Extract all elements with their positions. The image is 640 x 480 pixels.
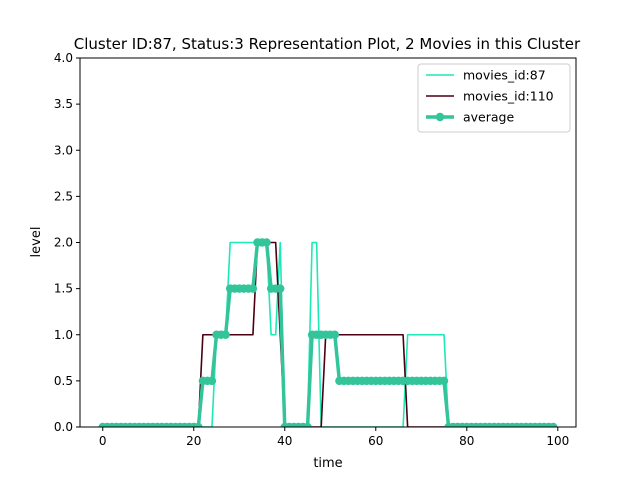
average-marker bbox=[549, 422, 558, 427]
average-marker bbox=[439, 376, 449, 386]
x-tick-label: 100 bbox=[546, 434, 569, 448]
average-marker bbox=[276, 284, 285, 293]
average-marker bbox=[303, 422, 312, 427]
y-tick-label: 1.0 bbox=[54, 328, 73, 342]
y-tick-label: 4.0 bbox=[54, 51, 73, 65]
average-marker bbox=[248, 284, 258, 293]
average-marker bbox=[330, 330, 340, 339]
y-tick-label: 0.5 bbox=[54, 374, 73, 388]
legend-label: movies_id:87 bbox=[463, 68, 546, 83]
plot-area bbox=[98, 238, 558, 427]
average-marker bbox=[221, 330, 230, 339]
y-axis-label: level bbox=[29, 227, 44, 258]
legend-label: movies_id:110 bbox=[463, 89, 554, 104]
legend-box bbox=[417, 63, 571, 133]
average-marker bbox=[262, 238, 271, 247]
x-axis: 0 20 40 60 80 100 bbox=[99, 427, 569, 448]
y-axis: 0.0 0.5 1.0 1.5 2.0 2.5 3.0 3.5 4.0 bbox=[54, 51, 80, 434]
average-marker bbox=[207, 376, 217, 386]
y-tick-label: 2.5 bbox=[54, 189, 73, 203]
legend-marker bbox=[435, 112, 445, 122]
y-tick-label: 0.0 bbox=[54, 420, 73, 434]
chart-title: Cluster ID:87, Status:3 Representation P… bbox=[74, 35, 581, 53]
y-tick-label: 2.0 bbox=[54, 236, 73, 250]
x-tick-label: 60 bbox=[368, 434, 383, 448]
x-tick-label: 80 bbox=[459, 434, 474, 448]
x-tick-label: 20 bbox=[186, 434, 201, 448]
x-tick-label: 0 bbox=[99, 434, 107, 448]
y-tick-label: 3.5 bbox=[54, 97, 73, 111]
y-tick-label: 1.5 bbox=[54, 282, 73, 296]
average-marker bbox=[194, 422, 203, 427]
x-tick-label: 40 bbox=[277, 434, 292, 448]
legend-label: average bbox=[463, 110, 514, 125]
y-tick-label: 3.0 bbox=[54, 143, 73, 157]
x-axis-label: time bbox=[313, 456, 342, 471]
